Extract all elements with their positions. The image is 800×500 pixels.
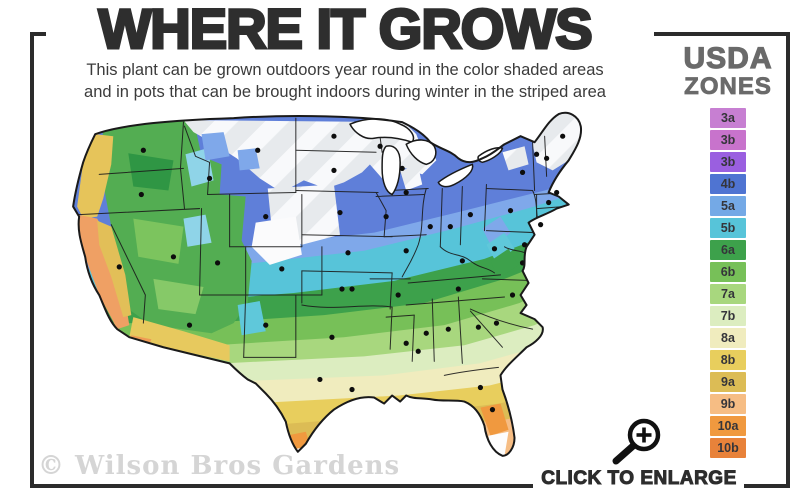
zone-chip: 3b (710, 152, 746, 173)
zone-chip-list: 3a 3b 3b 4b 5a 5b 6a 6b 7a 7b 8a 8b 9a 9… (710, 108, 746, 459)
zone-chip: 3a (710, 108, 746, 129)
us-outline (72, 111, 583, 457)
zone-chip: 6b (710, 262, 746, 283)
watermark: © Wilson Bros Gardens (38, 451, 401, 481)
zone-chip: 8a (710, 328, 746, 349)
zone-chip: 5b (710, 218, 746, 239)
zone-chip: 10b (710, 438, 746, 459)
zone-chip: 10a (710, 416, 746, 437)
subtitle: This plant can be grown outdoors year ro… (0, 60, 690, 104)
subtitle-line-2: and in pots that can be brought indoors … (84, 82, 606, 101)
frame-top-right (654, 32, 790, 36)
zone-chip: 7a (710, 284, 746, 305)
zone-chip: 9a (710, 372, 746, 393)
state-borders (78, 117, 572, 376)
magnifier-plus-icon[interactable] (604, 414, 666, 466)
zone-chip: 8b (710, 350, 746, 371)
frame-left (30, 32, 34, 488)
frame-top-left (30, 32, 46, 36)
lake-erie (437, 163, 474, 188)
subtitle-line-1: This plant can be grown outdoors year ro… (86, 61, 604, 79)
zone-chip: 3b (710, 130, 746, 151)
zone-chip: 6a (710, 240, 746, 261)
frame-right (786, 32, 790, 488)
zone-chip: 7b (710, 306, 746, 327)
usda-zone-map[interactable] (33, 98, 665, 490)
usda-zones-legend: USDA ZONES 3a 3b 3b 4b 5a 5b 6a 6b 7a 7b… (672, 42, 784, 460)
zone-chip: 5a (710, 196, 746, 217)
city-dots (116, 133, 566, 413)
lake-michigan (381, 145, 401, 196)
us-map-svg (72, 111, 583, 457)
frame-bottom-right (744, 484, 790, 488)
zone-chip: 9b (710, 394, 746, 415)
frame-bottom-left (30, 484, 533, 488)
lake-huron (405, 139, 437, 166)
legend-title-usda: USDA (683, 42, 773, 75)
zone-chip: 4b (710, 174, 746, 195)
legend-title-zones: ZONES (684, 73, 772, 100)
page-title: WHERE IT GROWS (97, 0, 594, 62)
click-to-enlarge-button[interactable]: CLICK TO ENLARGE (541, 468, 737, 490)
